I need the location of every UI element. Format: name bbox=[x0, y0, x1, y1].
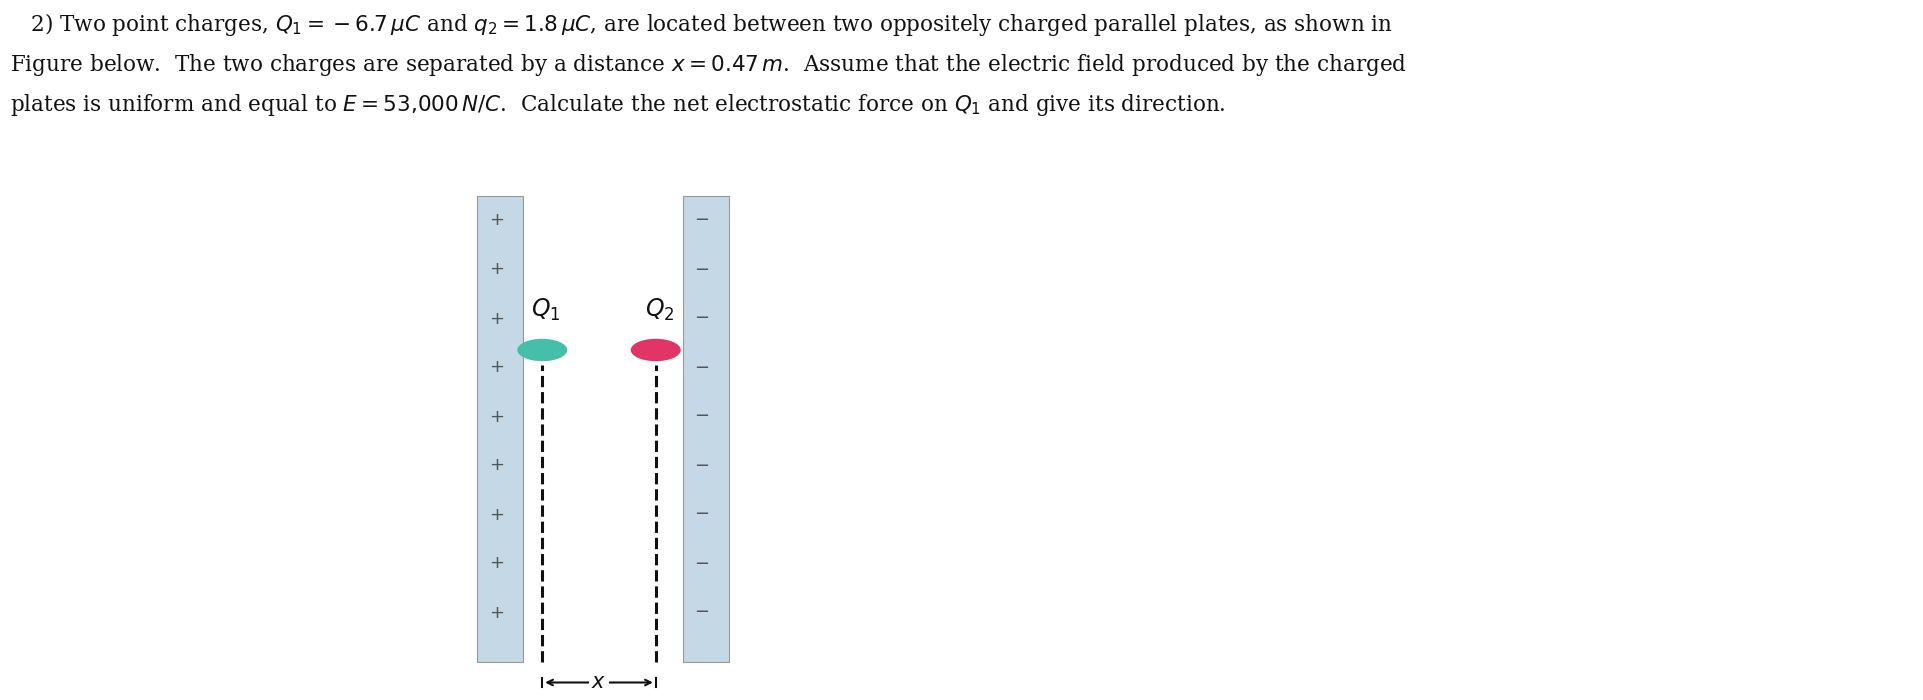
Bar bbox=[477, 196, 523, 662]
Bar bbox=[683, 196, 729, 662]
Ellipse shape bbox=[631, 339, 681, 361]
Text: +: + bbox=[488, 554, 504, 573]
Text: −: − bbox=[694, 260, 710, 279]
Text: +: + bbox=[488, 407, 504, 426]
Text: $x$: $x$ bbox=[592, 673, 606, 692]
Text: −: − bbox=[694, 554, 710, 573]
Text: +: + bbox=[488, 211, 504, 230]
Text: −: − bbox=[694, 505, 710, 524]
Text: +: + bbox=[488, 260, 504, 279]
Text: −: − bbox=[694, 603, 710, 622]
Text: −: − bbox=[694, 211, 710, 230]
Text: +: + bbox=[488, 358, 504, 377]
Text: −: − bbox=[694, 358, 710, 377]
Text: +: + bbox=[488, 603, 504, 622]
Text: +: + bbox=[488, 309, 504, 328]
Text: $Q_1$: $Q_1$ bbox=[531, 298, 562, 323]
Text: +: + bbox=[488, 456, 504, 475]
Text: +: + bbox=[488, 505, 504, 524]
Text: −: − bbox=[694, 309, 710, 328]
Text: $Q_2$: $Q_2$ bbox=[644, 298, 675, 323]
Text: −: − bbox=[694, 456, 710, 475]
Ellipse shape bbox=[517, 339, 567, 361]
Text: −: − bbox=[694, 407, 710, 426]
Text: 2) Two point charges, $Q_1 = -6.7\,\mu C$ and $q_2 = 1.8\,\mu C$, are located be: 2) Two point charges, $Q_1 = -6.7\,\mu C… bbox=[10, 10, 1406, 118]
